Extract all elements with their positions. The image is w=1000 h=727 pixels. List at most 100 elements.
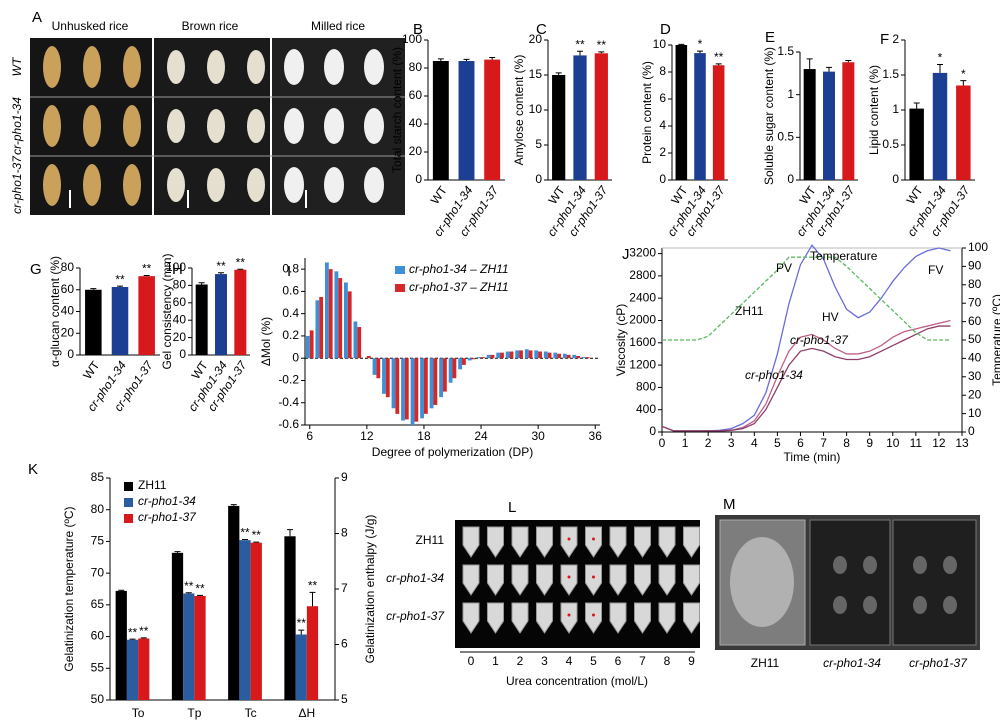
marker (592, 537, 595, 541)
grain (207, 168, 225, 202)
bar (404, 358, 409, 420)
panel-label: C (536, 21, 547, 38)
tube (560, 526, 578, 558)
grain (364, 167, 384, 203)
y-axis-label: Viscosity (cP) (614, 304, 628, 376)
x-tick-label: 4 (751, 436, 758, 450)
bar (842, 62, 855, 180)
row-label: cr-pho1-34 (386, 571, 444, 585)
line (661, 325, 951, 432)
tube (634, 602, 651, 634)
error-bar (174, 551, 181, 553)
tube (560, 602, 578, 634)
grain (167, 50, 185, 84)
x-tick-label: 3 (728, 436, 735, 450)
significance-label: ** (139, 624, 149, 638)
grain (247, 50, 265, 84)
tube (585, 526, 602, 558)
grain (83, 105, 101, 147)
bar (573, 55, 587, 180)
y-tick-label: 8 (659, 64, 666, 78)
y-tick-label: 0 (659, 172, 666, 186)
annotation: HV (822, 310, 839, 324)
error-bar (960, 80, 967, 86)
y-tick-label: 8 (341, 526, 348, 540)
y-tick-label: 0 (415, 172, 422, 186)
bar (228, 505, 240, 700)
bar (581, 357, 586, 359)
bar (496, 352, 501, 359)
bar (334, 271, 339, 359)
y-tick-label: 20 (173, 330, 187, 344)
bar (471, 358, 476, 360)
y-tick-label: 9 (341, 470, 348, 484)
significance-label: * (698, 37, 703, 51)
y-tick-label: 100 (402, 32, 422, 46)
significance-label: ** (236, 255, 246, 269)
y-tick-label: 3200 (629, 246, 656, 260)
y-tick-label: 0 (67, 347, 74, 361)
y-axis-label: Protein content (%) (640, 61, 654, 164)
y-tick-label: 20 (968, 387, 982, 401)
bar (115, 590, 127, 700)
y-tick-label: 75 (91, 534, 105, 548)
y-tick-label: 55 (91, 660, 105, 674)
bar (284, 536, 296, 700)
bar (420, 358, 424, 419)
y-tick-label: 85 (91, 470, 105, 484)
gel-spot (833, 596, 847, 614)
x-axis-label: Urea concentration (mol/L) (506, 674, 648, 688)
y-tick-label: -0.6 (278, 417, 299, 431)
x-tick-label: 3 (541, 654, 548, 668)
bar (138, 638, 150, 700)
error-bar (185, 592, 192, 594)
tube (462, 526, 480, 558)
bar (239, 540, 251, 700)
bar (338, 278, 343, 359)
bar (234, 269, 247, 355)
legend-label: cr-pho1-34 (138, 494, 196, 508)
bar (215, 274, 227, 355)
y-tick-label: 2 (659, 145, 666, 159)
bar (429, 358, 434, 409)
x-tick-label: 13 (955, 436, 969, 450)
y-tick-label: 4 (659, 118, 666, 132)
y-tick-label: 1200 (629, 357, 656, 371)
y-tick-label: 40 (61, 304, 75, 318)
bar (553, 352, 558, 359)
grain (43, 105, 61, 147)
bar (382, 358, 386, 394)
error-bar (287, 529, 293, 537)
error-bar (845, 60, 852, 63)
y-tick-label: 0.5 (777, 130, 794, 144)
y-tick-label: -0.2 (278, 373, 299, 387)
tube (658, 602, 676, 634)
bar (306, 606, 319, 700)
error-bar (90, 288, 97, 290)
series-label: cr-pho1-34 (745, 368, 803, 382)
error-bar (143, 275, 150, 277)
bar (138, 276, 155, 355)
gel (730, 537, 794, 627)
bar (515, 350, 520, 359)
y-axis-label: ΔMol (%) (259, 317, 273, 366)
tube (536, 564, 553, 596)
y-tick-label: 70 (968, 295, 982, 309)
marker (567, 537, 571, 541)
x-tick-label: 1 (492, 654, 499, 668)
y-tick-label: 100 (166, 260, 186, 274)
y-tick-label: 50 (968, 332, 982, 346)
bar (675, 45, 688, 180)
row-label: cr-pho1-37 (10, 155, 24, 214)
bar (467, 358, 472, 361)
y-tick-label: 70 (91, 565, 105, 579)
tube (536, 526, 553, 558)
significance-label: ** (240, 526, 250, 540)
y-tick-label: 20 (61, 325, 75, 339)
y-tick-label: 0 (535, 172, 542, 186)
panel-label: G (30, 261, 42, 278)
bar (347, 291, 352, 359)
bar (458, 358, 463, 370)
tube (462, 564, 480, 596)
x-tick-label: Tp (187, 706, 201, 720)
